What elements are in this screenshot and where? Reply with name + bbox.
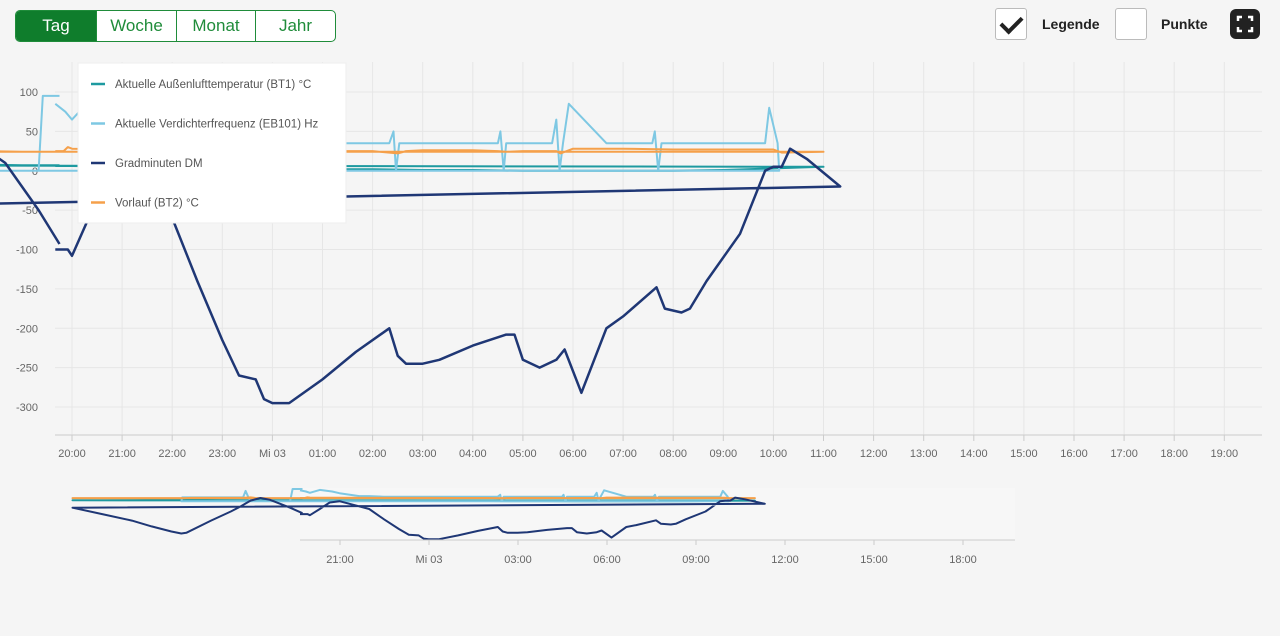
x-tick-label: 09:00 bbox=[710, 448, 738, 460]
x-tick-label: 17:00 bbox=[1110, 448, 1138, 460]
x-tick-label: 07:00 bbox=[609, 448, 637, 460]
checkmark-icon bbox=[999, 10, 1024, 35]
x-tick-label: 10:00 bbox=[760, 448, 788, 460]
x-tick-label: 20:00 bbox=[58, 448, 86, 460]
x-tick-label: 02:00 bbox=[359, 448, 387, 460]
x-tick-label: 01:00 bbox=[309, 448, 337, 460]
navigator-tick-label: 15:00 bbox=[860, 554, 888, 566]
legend-item-label: Aktuelle Verdichterfrequenz (EB101) Hz bbox=[115, 119, 319, 131]
x-tick-label: 03:00 bbox=[409, 448, 437, 460]
x-tick-label: 22:00 bbox=[158, 448, 186, 460]
navigator-series-line bbox=[71, 496, 766, 541]
chart-legend: Aktuelle Außenlufttemperatur (BT1) °C Akt… bbox=[77, 62, 347, 224]
legend-item-label: Gradminuten DM bbox=[115, 158, 203, 170]
x-tick-label: 14:00 bbox=[960, 448, 988, 460]
y-tick-label: -50 bbox=[22, 205, 38, 217]
y-tick-label: -300 bbox=[16, 402, 38, 414]
tab-year[interactable]: Jahr bbox=[255, 11, 335, 41]
x-tick-label: 04:00 bbox=[459, 448, 487, 460]
navigator-tick-label: 18:00 bbox=[949, 554, 977, 566]
navigator-background bbox=[300, 488, 1015, 540]
legend-box bbox=[77, 62, 347, 224]
legend-item-label: Aktuelle Außenlufttemperatur (BT1) °C bbox=[115, 79, 311, 91]
navigator-tick-label: 06:00 bbox=[593, 554, 621, 566]
x-tick-label: 15:00 bbox=[1010, 448, 1038, 460]
navigator-series-line bbox=[71, 496, 756, 500]
x-tick-label: 19:00 bbox=[1211, 448, 1239, 460]
x-tick-label: 21:00 bbox=[108, 448, 136, 460]
y-axis-ticks: 100 50 0 -50 -100 -150 -200 -250 -300 bbox=[16, 87, 38, 414]
navigator-series-line bbox=[180, 488, 730, 503]
y-tick-label: -100 bbox=[16, 245, 38, 257]
x-tick-label: Mi 03 bbox=[259, 448, 286, 460]
fullscreen-button[interactable] bbox=[1230, 9, 1260, 39]
navigator-series-line bbox=[71, 498, 756, 503]
y-tick-label: 0 bbox=[32, 166, 38, 178]
legend-checkbox[interactable] bbox=[995, 8, 1027, 40]
y-tick-label: -250 bbox=[16, 363, 38, 375]
x-tick-label: 16:00 bbox=[1060, 448, 1088, 460]
tab-month[interactable]: Monat bbox=[176, 11, 255, 41]
navigator: 21:00 Mi 03 03:00 06:00 09:00 12:00 15:00 18:00 bbox=[71, 488, 1015, 566]
y-tick-label: 100 bbox=[20, 87, 38, 99]
fullscreen-icon bbox=[1236, 15, 1254, 33]
navigator-tick-label: 09:00 bbox=[682, 554, 710, 566]
x-tick-label: 05:00 bbox=[509, 448, 537, 460]
tab-day[interactable]: Tag bbox=[16, 11, 96, 41]
y-tick-label: -200 bbox=[16, 323, 38, 335]
navigator-tick-label: Mi 03 bbox=[416, 554, 443, 566]
points-checkbox-label: Punkte bbox=[1161, 16, 1208, 32]
x-tick-label: 18:00 bbox=[1160, 448, 1188, 460]
legend-item-label: Vorlauf (BT2) °C bbox=[115, 198, 199, 210]
x-tick-label: 08:00 bbox=[659, 448, 687, 460]
x-axis-ticks: 20:00 21:00 22:00 23:00 Mi 03 01:00 02:00 03:00… bbox=[58, 435, 1238, 460]
legend-checkbox-label: Legende bbox=[1042, 16, 1100, 32]
x-tick-label: 13:00 bbox=[910, 448, 938, 460]
y-tick-label: -150 bbox=[16, 284, 38, 296]
tab-week[interactable]: Woche bbox=[96, 11, 176, 41]
navigator-tick-label: 21:00 bbox=[326, 554, 354, 566]
navigator-tick-label: 12:00 bbox=[771, 554, 799, 566]
period-tabs: Tag Woche Monat Jahr bbox=[15, 10, 336, 42]
x-tick-label: 06:00 bbox=[559, 448, 587, 460]
navigator-tick-label: 03:00 bbox=[504, 554, 532, 566]
points-checkbox[interactable] bbox=[1115, 8, 1147, 40]
y-tick-label: 50 bbox=[26, 126, 38, 138]
x-tick-label: 12:00 bbox=[860, 448, 888, 460]
x-tick-label: 11:00 bbox=[810, 448, 837, 460]
x-tick-label: 23:00 bbox=[209, 448, 237, 460]
